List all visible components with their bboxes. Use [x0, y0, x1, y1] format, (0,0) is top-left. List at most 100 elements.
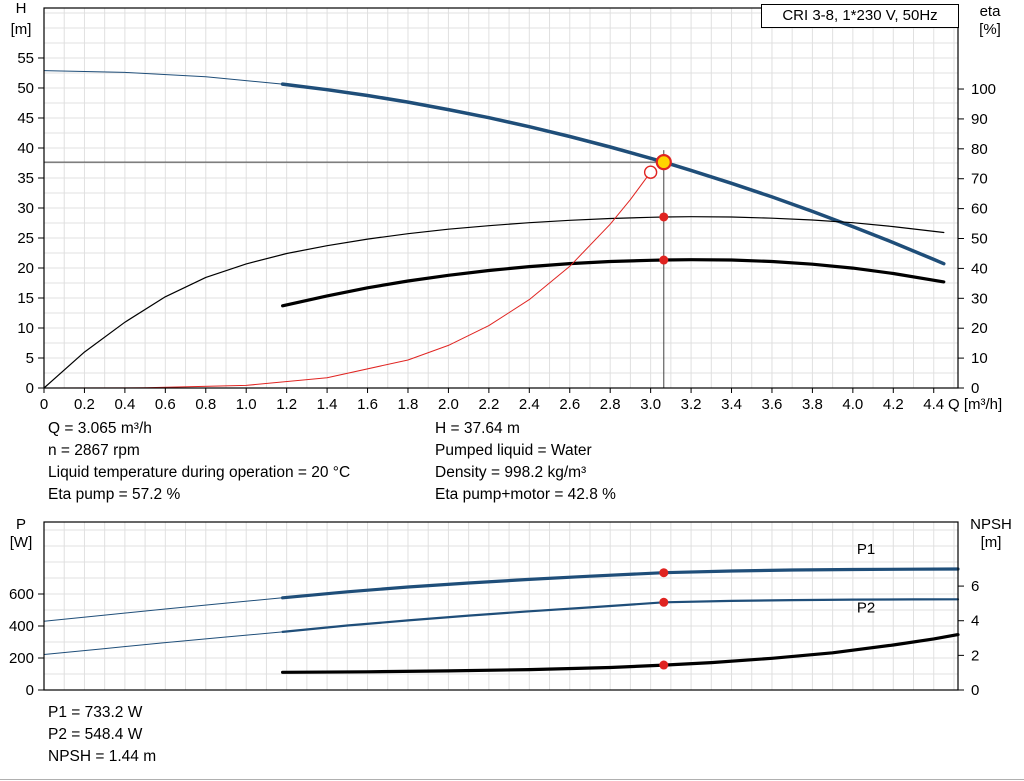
x-tick-label: 0.8 [195, 396, 216, 413]
y-left-tick-label: 55 [17, 50, 34, 67]
x-tick-label: 0.4 [114, 396, 135, 413]
result-density: Density = 998.2 kg/m³ [435, 464, 587, 481]
plot-frame [43, 521, 959, 691]
npsh-axis-unit: [m] [980, 534, 1002, 551]
eta-pump-motor-duty-dot[interactable] [659, 255, 669, 265]
y-left-tick-label: 600 [9, 586, 34, 603]
pump-curve [280, 82, 946, 266]
y-left-tick-label: 10 [17, 320, 34, 337]
duty-point-marker[interactable] [655, 154, 672, 171]
y-right-tick-label: 6 [971, 578, 979, 595]
x-tick-label: 2.8 [600, 396, 621, 413]
y-right-tick-label: 60 [971, 201, 988, 218]
power-npsh-results: P1 = 733.2 W P2 = 548.4 W NPSH = 1.44 m [48, 702, 156, 768]
duty-results-right: H = 37.64 m Pumped liquid = Water Densit… [435, 418, 616, 506]
y-right-tick-label: 40 [971, 260, 988, 277]
y-left-tick-label: 50 [17, 80, 34, 97]
x-tick-label: 0.2 [74, 396, 95, 413]
y-right-tick-label: 50 [971, 231, 988, 248]
npsh-duty-dot[interactable] [659, 660, 669, 670]
p1-curve-label: P1 [857, 541, 875, 558]
system-curve-end-marker [643, 165, 658, 179]
pump-designation-box: CRI 3-8, 1*230 V, 50Hz [761, 4, 959, 28]
y-right-tick-label: 80 [971, 141, 988, 158]
y-right-tick-label: 4 [971, 613, 979, 630]
y-left-tick-label: 200 [9, 650, 34, 667]
result-p2: P2 = 548.4 W [48, 726, 143, 743]
y-left-tick-label: 15 [17, 290, 34, 307]
pump-curve-extension [43, 70, 284, 85]
y-right-tick-label: 90 [971, 111, 988, 128]
result-liquid: Pumped liquid = Water [435, 442, 592, 459]
result-q: Q = 3.065 m³/h [48, 420, 152, 437]
x-tick-label: 3.2 [681, 396, 702, 413]
x-tick-label: 1.0 [236, 396, 257, 413]
p2-curve-extension [43, 631, 284, 655]
eta-axis-unit: [%] [979, 21, 1001, 38]
x-tick-label: 4.4 [923, 396, 944, 413]
bottom-divider [0, 779, 1024, 780]
qh-eta-chart: 0 0.2 0.4 0.6 0.8 1.0 1.2 1.4 1.6 1.8 2.0 2.2 2.4 2.6… [17, 7, 1002, 413]
p2-duty-dot[interactable] [659, 597, 669, 607]
x-tick-label: 1.2 [276, 396, 297, 413]
y-right-tick-label: 30 [971, 290, 988, 307]
x-tick-label: 3.6 [762, 396, 783, 413]
x-tick-label: 4.2 [883, 396, 904, 413]
h-axis-unit: [m] [10, 21, 32, 38]
x-tick-label: 2.2 [478, 396, 499, 413]
p-axis-symbol: P [15, 516, 26, 533]
p1-duty-dot[interactable] [659, 568, 669, 578]
y-left-tick-label: 400 [9, 618, 34, 635]
x-tick-label: 4.0 [842, 396, 863, 413]
y-left-tick-label: 5 [26, 350, 34, 367]
y-left-tick-label: 30 [17, 200, 34, 217]
plot-frame [43, 7, 959, 389]
y-right-tick-label: 0 [971, 682, 979, 699]
x-tick-label: 3.8 [802, 396, 823, 413]
x-tick-label: 2.4 [519, 396, 540, 413]
eta-pump-duty-dot[interactable] [659, 212, 669, 222]
y-left-tick-label: 35 [17, 170, 34, 187]
x-tick-label: 1.6 [357, 396, 378, 413]
p1-curve [281, 567, 960, 600]
grid-lines [43, 8, 958, 389]
p2-curve [281, 598, 960, 634]
x-tick-label: 2.6 [559, 396, 580, 413]
result-npsh: NPSH = 1.44 m [48, 748, 157, 765]
result-temperature: Liquid temperature during operation = 20… [48, 464, 351, 481]
y-left-tick-label: 20 [17, 260, 34, 277]
x-tick-label: 2.0 [438, 396, 459, 413]
npsh-axis-symbol: NPSH [970, 516, 1012, 533]
x-tick-label: 3.0 [640, 396, 661, 413]
y-right-tick-label: 2 [971, 647, 979, 664]
duty-results-left: Q = 3.065 m³/h n = 2867 rpm Liquid tempe… [48, 418, 350, 506]
system-curve [43, 171, 652, 389]
x-tick-label: 0 [40, 396, 48, 413]
x-tick-label: 3.4 [721, 396, 742, 413]
power-npsh-chart: 0 200 400 600 0 2 4 6 P1 P2 [9, 521, 979, 699]
result-eta-pump: Eta pump = 57.2 % [48, 486, 181, 503]
eta-axis-symbol: eta [979, 3, 1001, 20]
p-axis-unit: [W] [9, 534, 33, 551]
result-speed: n = 2867 rpm [48, 442, 140, 459]
x-tick-label: 1.8 [398, 396, 419, 413]
y-right-tick-label: 20 [971, 320, 988, 337]
eta-pump-curve [43, 216, 945, 389]
x-tick-label: 1.4 [317, 396, 338, 413]
y-left-tick-label: 0 [26, 682, 34, 699]
y-left-tick-label: 0 [26, 380, 34, 397]
y-left-tick-label: 25 [17, 230, 34, 247]
eta-pump-motor-curve [281, 258, 946, 308]
npsh-curve [281, 632, 960, 674]
y-right-tick-label: 10 [971, 350, 988, 367]
grid-lines [43, 522, 958, 691]
y-right-tick-label: 70 [971, 171, 988, 188]
result-p1: P1 = 733.2 W [48, 704, 143, 721]
p1-curve-extension [43, 597, 284, 622]
p2-curve-label: P2 [857, 599, 875, 616]
result-head: H = 37.64 m [435, 420, 520, 437]
h-axis-symbol: H [15, 0, 27, 17]
y-left-tick-label: 45 [17, 110, 34, 127]
